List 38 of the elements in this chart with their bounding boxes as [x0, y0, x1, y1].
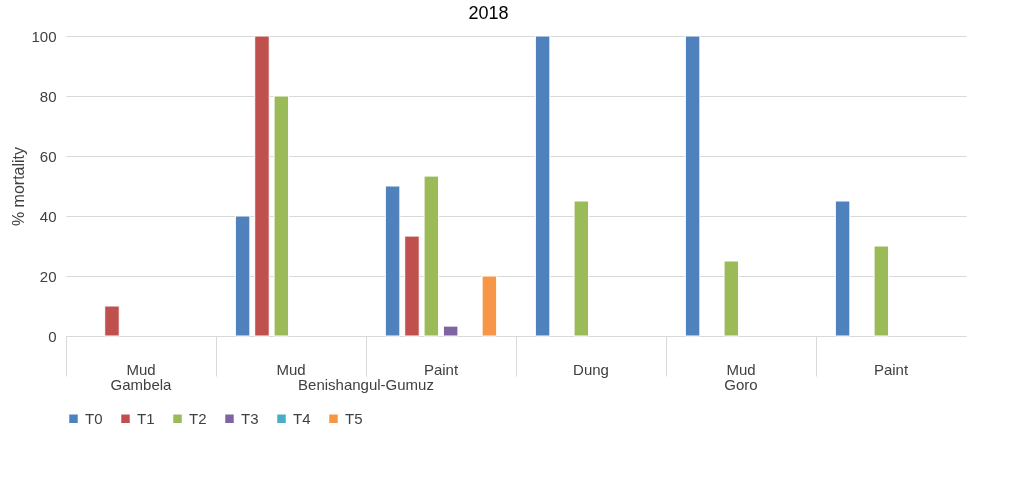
bar	[834, 200, 851, 337]
bar	[404, 235, 420, 337]
legend-label: T4	[293, 409, 311, 427]
bar	[873, 245, 890, 337]
bar	[104, 305, 120, 337]
y-tick-label: 60	[39, 147, 57, 165]
text: Goro	[724, 376, 758, 393]
bar	[442, 325, 459, 337]
bar	[234, 215, 251, 337]
x-tick-label: Paint	[873, 360, 909, 378]
chart-title: 2018	[468, 3, 509, 23]
x-tick-label: Mud	[276, 360, 306, 378]
legend-label: T2	[189, 409, 207, 427]
legend-label: T5	[345, 409, 363, 427]
bar	[254, 35, 270, 337]
text: Gambela	[110, 376, 173, 393]
y-tick-label: 100	[31, 27, 57, 45]
y-axis-title: % mortality	[10, 146, 28, 227]
bar	[534, 35, 551, 337]
bar	[423, 175, 440, 337]
legend-label: T3	[241, 409, 259, 427]
x-tick-label: Mud	[126, 360, 156, 378]
text: Benishangul-Gumuz	[298, 376, 434, 393]
bar	[384, 185, 401, 337]
bar	[684, 35, 701, 337]
legend-label: T0	[85, 409, 103, 427]
bar	[573, 200, 590, 337]
x-tick-label: Dung	[573, 360, 609, 378]
x-tick-label: Paint	[423, 360, 459, 378]
y-tick-label: 80	[39, 87, 57, 105]
legend-label: T1	[137, 409, 155, 427]
bar	[481, 275, 498, 337]
bar	[723, 260, 740, 337]
y-tick-label: 0	[48, 327, 57, 345]
y-tick-label: 40	[39, 207, 57, 225]
bar	[273, 95, 290, 337]
y-tick-label: 20	[39, 267, 57, 285]
x-tick-label: Mud	[726, 360, 756, 378]
